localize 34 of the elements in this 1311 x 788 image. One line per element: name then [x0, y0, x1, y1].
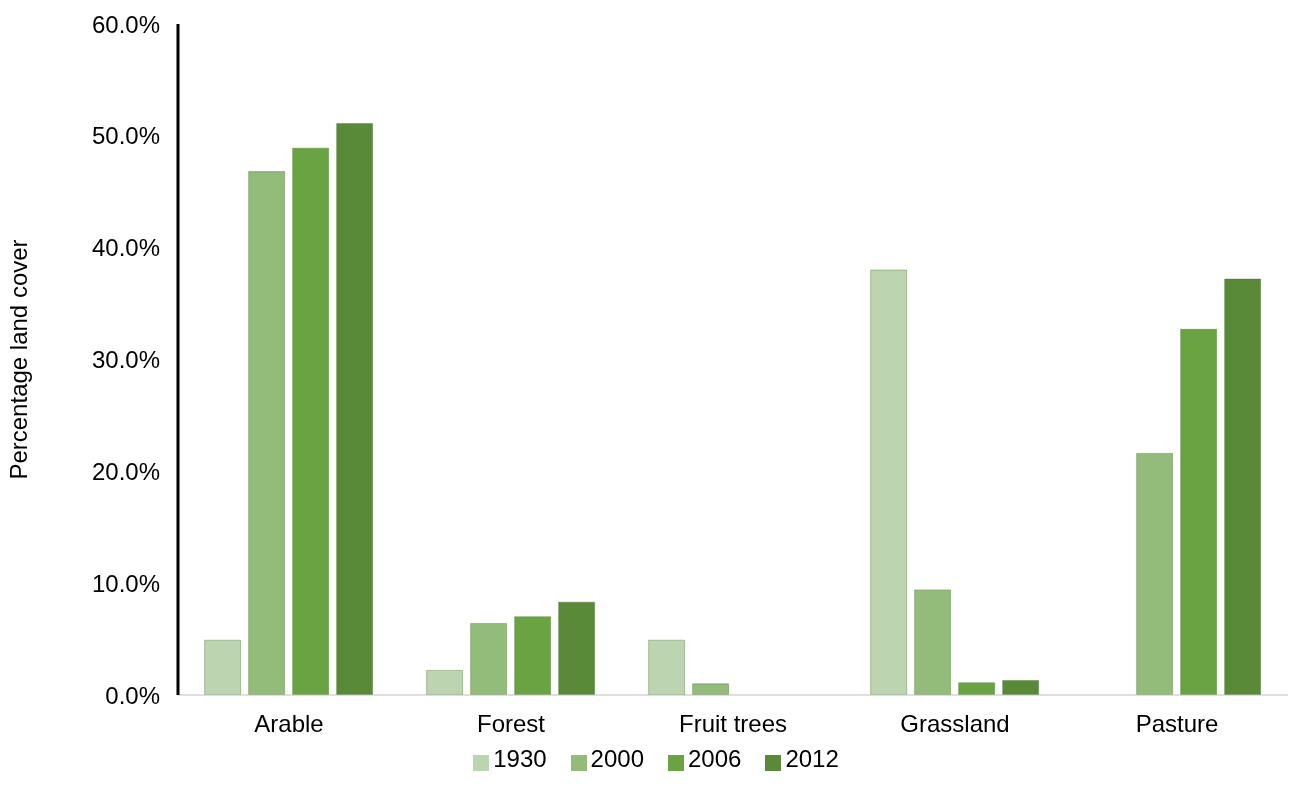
bar: [1224, 278, 1262, 695]
y-tick-label: 20.0%: [91, 457, 160, 485]
bar: [648, 639, 686, 695]
y-tick-label: 40.0%: [91, 234, 160, 262]
bar: [958, 682, 996, 695]
bar: [292, 147, 330, 695]
bar: [336, 123, 374, 695]
bar: [558, 601, 596, 695]
legend-label: 2012: [785, 745, 839, 772]
bar: [692, 683, 730, 695]
bar: [470, 622, 508, 695]
y-tick-label: 50.0%: [91, 122, 160, 150]
legend-label: 2006: [688, 745, 742, 772]
bar: [1002, 679, 1040, 695]
bar: [426, 669, 464, 695]
bar: [514, 616, 552, 695]
bar: [204, 639, 242, 695]
bar: [914, 589, 952, 695]
x-tick-label: Forest: [476, 710, 546, 738]
bar: [1180, 328, 1218, 695]
x-tick-label: Grassland: [900, 710, 1010, 738]
x-tick-label: Fruit trees: [678, 710, 788, 738]
bar: [248, 171, 286, 695]
x-tick-label: Arable: [254, 710, 324, 738]
x-tick-label: Pasture: [1135, 710, 1219, 738]
y-tick-label: 30.0%: [91, 346, 160, 374]
y-tick-label: 10.0%: [91, 569, 160, 597]
y-axis-title: Percentage land cover: [4, 239, 32, 480]
bar: [1136, 452, 1174, 695]
bar: [870, 269, 908, 695]
y-tick-label: 0.0%: [105, 681, 160, 709]
legend-label: 1930: [493, 745, 547, 772]
legend-label: 2000: [590, 745, 644, 772]
y-tick-label: 60.0%: [91, 10, 160, 38]
